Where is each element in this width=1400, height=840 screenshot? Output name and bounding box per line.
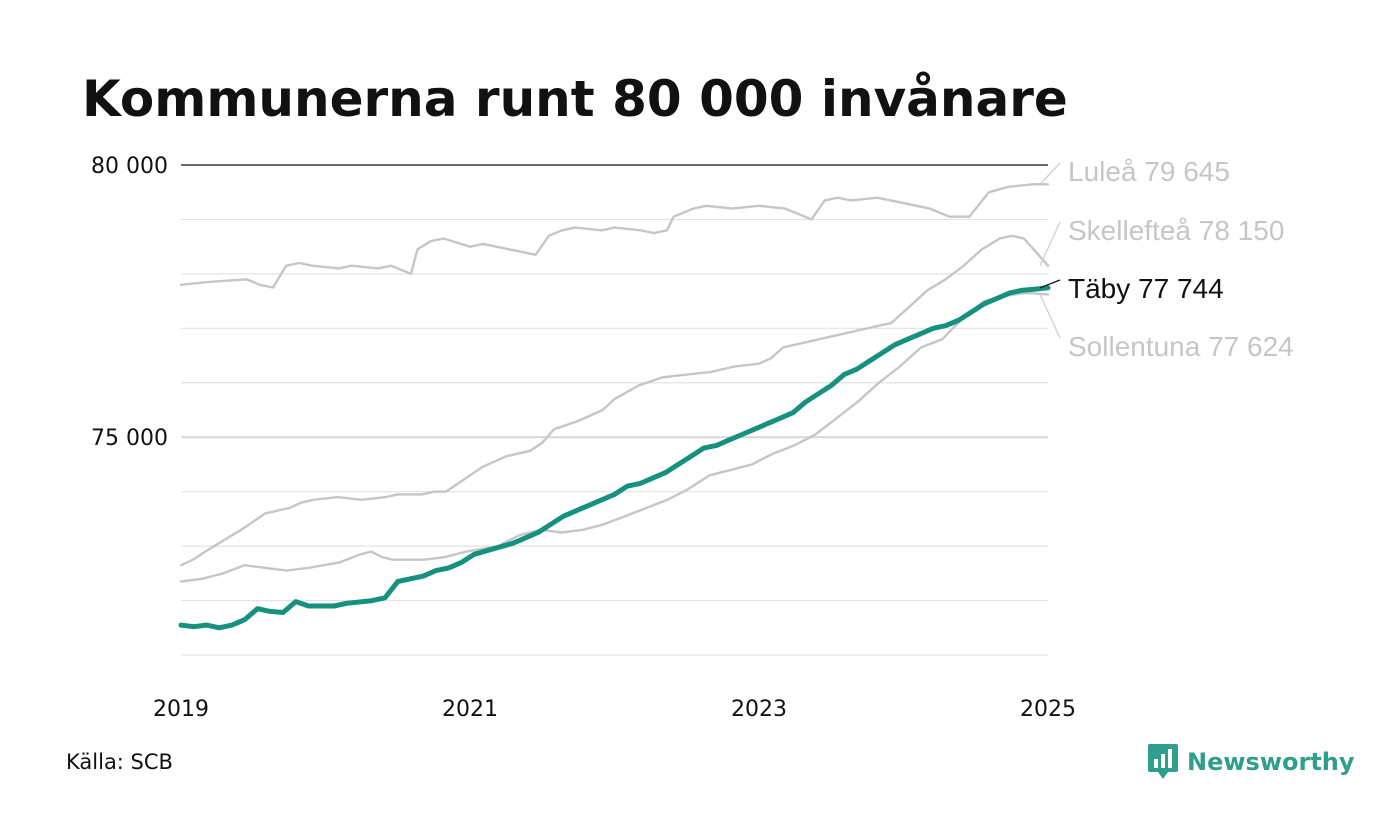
series-end-labels: Luleå 79 645 Skellefteå 78 150 Sollentuna …	[1039, 156, 1294, 362]
bar-chart-speech-icon	[1148, 744, 1178, 779]
y-tick-label: 80 000	[91, 154, 168, 179]
leader-line-skellefteå	[1039, 221, 1061, 266]
gridlines	[181, 164, 1048, 656]
series-line-sollentuna	[179, 291, 1050, 583]
y-axis-ticks: 80 000 75 000	[91, 154, 168, 451]
x-tick-label: 2025	[1020, 697, 1076, 722]
chart-title: Kommunerna runt 80 000 invånare	[82, 70, 1068, 128]
series-label-luleå: Luleå 79 645	[1068, 156, 1230, 187]
leader-line-täby	[1039, 279, 1061, 289]
series-label-täby: Täby 77 744	[1068, 273, 1224, 304]
brand-name: Newsworthy	[1187, 748, 1355, 776]
series-label-skellefteå: Skellefteå 78 150	[1068, 215, 1284, 246]
leader-line-sollentuna	[1039, 294, 1061, 339]
leader-line-luleå	[1039, 162, 1061, 185]
brand-logo: Newsworthy	[1148, 744, 1355, 780]
y-tick-label: 75 000	[91, 426, 168, 451]
series-lines	[178, 182, 1051, 631]
series-line-täby	[178, 285, 1051, 631]
series-line-skellefteå	[179, 234, 1050, 567]
series-line-luleå	[179, 182, 1050, 289]
series-label-sollentuna: Sollentuna 77 624	[1068, 331, 1294, 362]
source-note: Källa: SCB	[66, 750, 173, 774]
x-axis-ticks: 2019 2021 2023 2025	[153, 697, 1076, 722]
x-tick-label: 2021	[442, 697, 498, 722]
x-tick-label: 2019	[153, 697, 209, 722]
x-tick-label: 2023	[731, 697, 787, 722]
